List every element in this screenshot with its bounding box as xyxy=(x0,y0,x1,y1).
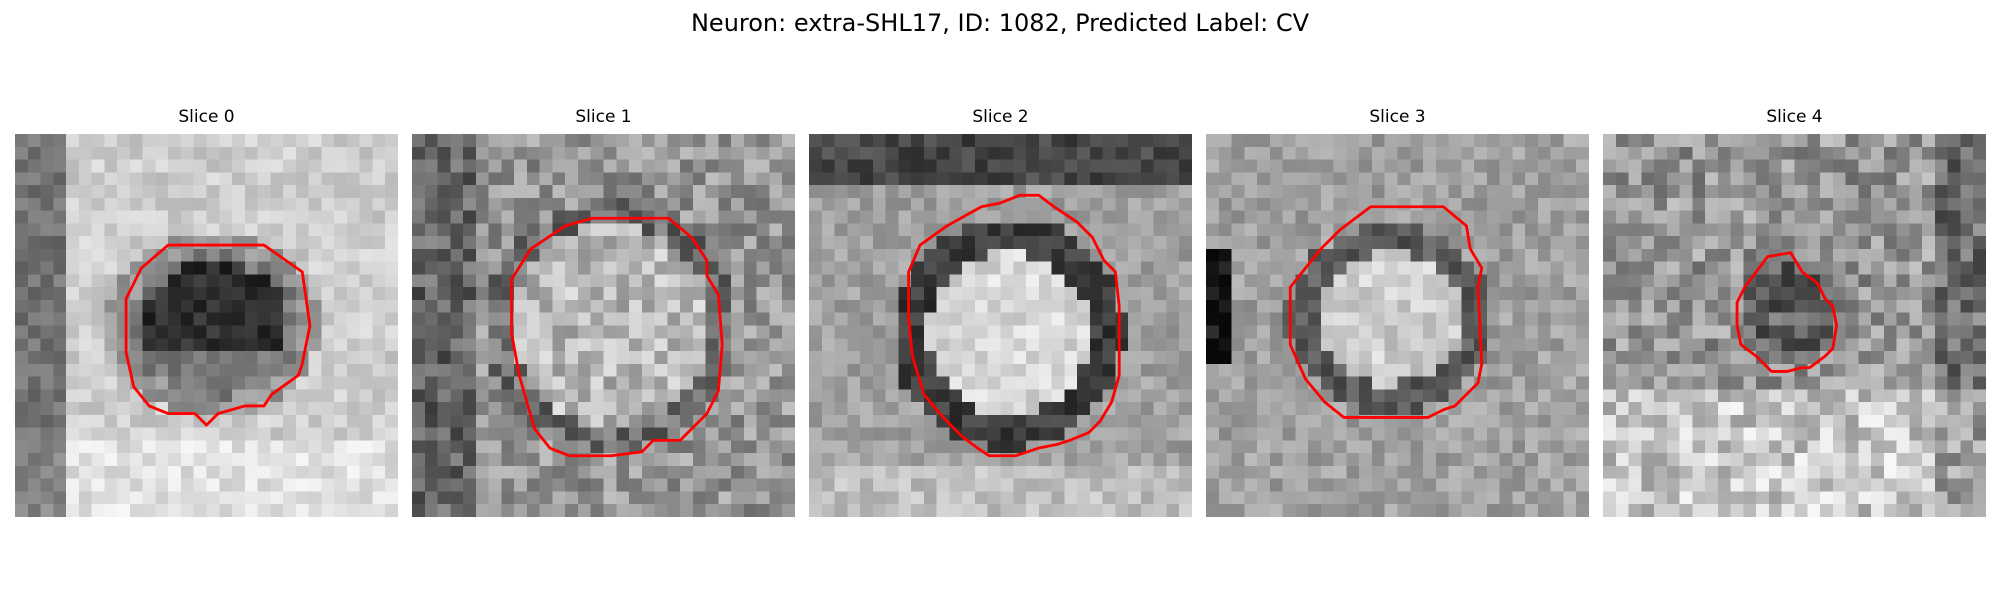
segmentation-outline xyxy=(510,216,724,458)
grayscale-pixels xyxy=(809,134,1192,517)
slice-image xyxy=(1206,134,1589,517)
slice-title: Slice 1 xyxy=(575,107,632,127)
slice-image xyxy=(1603,134,1986,517)
segmentation-outline xyxy=(1735,251,1839,373)
grayscale-pixels xyxy=(1603,134,1986,517)
grayscale-pixels xyxy=(412,134,795,517)
slice-title: Slice 3 xyxy=(1369,107,1426,127)
segmentation-outline xyxy=(124,243,312,427)
segmentation-outline xyxy=(1288,205,1484,419)
slice-panel-3: Slice 3 xyxy=(1206,106,1589,517)
slice-panel-2: Slice 2 xyxy=(809,106,1192,517)
grayscale-pixels xyxy=(15,134,398,517)
segmentation-outline xyxy=(907,193,1121,458)
slice-image xyxy=(412,134,795,517)
slice-title: Slice 0 xyxy=(178,107,235,127)
figure-title: Neuron: extra-SHL17, ID: 1082, Predicted… xyxy=(690,9,1310,37)
slice-image xyxy=(809,134,1192,517)
grayscale-pixels xyxy=(1206,134,1589,517)
slice-panel-4: Slice 4 xyxy=(1603,106,1986,517)
slice-panel-1: Slice 1 xyxy=(412,106,795,517)
slice-image xyxy=(15,134,398,517)
slice-title: Slice 2 xyxy=(972,107,1029,127)
slice-panel-0: Slice 0 xyxy=(15,106,398,517)
slice-title: Slice 4 xyxy=(1766,107,1823,127)
